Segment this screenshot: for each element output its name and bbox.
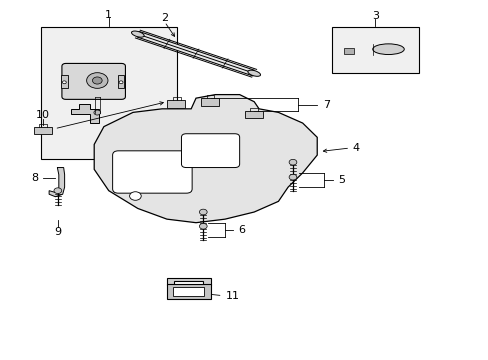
Circle shape (92, 77, 102, 84)
Polygon shape (49, 167, 64, 197)
Text: 6: 6 (238, 225, 244, 235)
Text: 8: 8 (31, 173, 39, 183)
FancyBboxPatch shape (112, 151, 192, 193)
Bar (166, 284, 210, 299)
Bar (61, 75, 68, 87)
Bar (344, 48, 353, 54)
Circle shape (129, 192, 141, 200)
Text: 5: 5 (337, 175, 345, 185)
Text: 7: 7 (323, 100, 329, 109)
Circle shape (288, 159, 296, 165)
Text: 11: 11 (225, 291, 240, 301)
FancyBboxPatch shape (62, 63, 125, 99)
Bar (166, 100, 185, 108)
FancyBboxPatch shape (181, 134, 239, 167)
Polygon shape (166, 278, 210, 285)
Circle shape (199, 209, 207, 215)
Ellipse shape (131, 31, 144, 37)
Circle shape (199, 224, 207, 229)
Ellipse shape (372, 44, 404, 54)
Text: 2: 2 (161, 13, 168, 23)
Text: 9: 9 (54, 226, 61, 237)
Bar (331, 27, 418, 73)
Circle shape (288, 174, 296, 180)
Bar (172, 287, 204, 296)
Circle shape (54, 188, 61, 194)
Text: 1: 1 (105, 9, 112, 19)
Bar (201, 98, 219, 106)
Bar (34, 127, 52, 134)
Ellipse shape (247, 70, 260, 76)
Bar (244, 111, 263, 118)
Circle shape (94, 110, 101, 115)
Circle shape (86, 73, 108, 88)
Bar (118, 75, 124, 87)
Text: 10: 10 (36, 110, 50, 120)
Polygon shape (94, 95, 317, 223)
Text: 4: 4 (352, 143, 359, 153)
Polygon shape (71, 104, 99, 123)
Circle shape (62, 81, 66, 84)
Text: 3: 3 (371, 10, 378, 21)
Circle shape (119, 81, 123, 84)
Bar (41, 27, 176, 159)
